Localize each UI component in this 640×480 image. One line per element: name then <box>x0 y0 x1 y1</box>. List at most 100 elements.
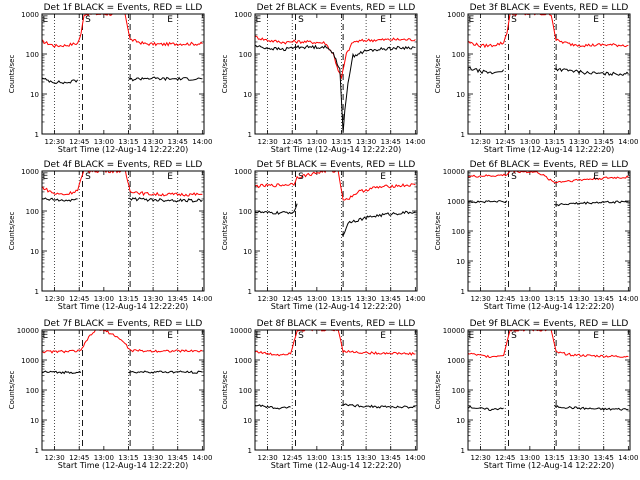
x-tick-label: 12:45 <box>282 138 302 146</box>
plot-frame <box>467 13 631 135</box>
detector-panel-9: Det 9f BLACK = Events, RED = LLD Counts/s… <box>434 319 638 470</box>
x-axis-label: Start Time (12-Aug-14 12:22:20) <box>58 145 189 154</box>
events-series-line <box>255 44 416 133</box>
interval-marker-e: E <box>468 331 474 341</box>
detector-panel-7: Det 7f BLACK = Events, RED = LLD Counts/s… <box>8 319 212 470</box>
detector-panel-1: Det 1f BLACK = Events, RED = LLD Counts/s… <box>8 3 212 154</box>
x-axis-label: Start Time (12-Aug-14 12:22:20) <box>271 302 402 311</box>
interval-marker-e: E <box>593 331 599 341</box>
x-axis-label: Start Time (12-Aug-14 12:22:20) <box>484 302 615 311</box>
events-series-line <box>42 197 203 203</box>
y-tick-label: 1000 <box>21 168 39 176</box>
x-tick-label: 13:30 <box>356 454 376 462</box>
panel-title: Det 7f BLACK = Events, RED = LLD <box>44 319 203 329</box>
x-tick-label: 12:30 <box>257 454 277 462</box>
panel-title: Det 9f BLACK = Events, RED = LLD <box>470 319 629 329</box>
x-tick-label: 12:45 <box>69 138 89 146</box>
y-tick-label: 100 <box>26 208 39 216</box>
interval-marker-s: S <box>85 172 91 182</box>
x-tick-label: 13:15 <box>331 138 351 146</box>
y-tick-label: 10000 <box>17 327 39 335</box>
y-tick-label: 100 <box>26 51 39 59</box>
y-axis-label: Counts/sec <box>221 212 229 251</box>
detector-panel-2: Det 2f BLACK = Events, RED = LLD Counts/s… <box>221 3 425 154</box>
x-tick-label: 13:30 <box>143 138 163 146</box>
x-tick-label: 12:45 <box>495 454 515 462</box>
x-tick-label: 12:30 <box>470 295 490 303</box>
x-tick-label: 13:00 <box>307 138 327 146</box>
events-series-line <box>255 403 416 410</box>
panel-title: Det 1f BLACK = Events, RED = LLD <box>44 3 203 13</box>
y-tick-label: 10 <box>456 91 465 99</box>
x-tick-label: 12:30 <box>44 138 64 146</box>
x-tick-label: 14:00 <box>192 454 212 462</box>
x-tick-label: 13:15 <box>118 454 138 462</box>
y-tick-label: 1 <box>248 447 252 455</box>
y-tick-label: 1 <box>35 131 39 139</box>
y-tick-label: 1000 <box>234 11 252 19</box>
x-tick-label: 13:15 <box>331 454 351 462</box>
x-tick-label: 13:30 <box>569 454 589 462</box>
x-tick-label: 13:45 <box>594 454 614 462</box>
interval-marker-e: E <box>167 331 173 341</box>
y-tick-label: 10 <box>30 248 39 256</box>
events-series-line <box>468 405 629 412</box>
panel-title: Det 4f BLACK = Events, RED = LLD <box>44 160 203 170</box>
x-tick-label: 13:30 <box>143 454 163 462</box>
interval-marker-s: S <box>298 331 304 341</box>
events-series-line <box>468 199 629 207</box>
lld-series-line <box>468 171 629 184</box>
y-axis-label: Counts/sec <box>434 371 442 410</box>
x-tick-label: 13:00 <box>307 295 327 303</box>
y-tick-label: 1000 <box>447 198 465 206</box>
y-tick-label: 10000 <box>443 168 465 176</box>
y-tick-label: 1 <box>35 288 39 296</box>
x-tick-label: 13:45 <box>168 454 188 462</box>
detector-panel-3: Det 3f BLACK = Events, RED = LLD Counts/s… <box>434 3 638 154</box>
x-tick-label: 13:15 <box>118 138 138 146</box>
panel-title: Det 6f BLACK = Events, RED = LLD <box>470 160 629 170</box>
panel-title: Det 5f BLACK = Events, RED = LLD <box>257 160 416 170</box>
x-tick-label: 12:30 <box>470 454 490 462</box>
y-tick-label: 100 <box>452 228 465 236</box>
y-tick-label: 100 <box>239 51 252 59</box>
x-tick-label: 14:00 <box>618 454 638 462</box>
x-tick-label: 13:30 <box>356 138 376 146</box>
x-tick-label: 13:30 <box>143 295 163 303</box>
lld-series-line <box>255 171 416 201</box>
plot-frame <box>41 329 205 451</box>
x-axis-label: Start Time (12-Aug-14 12:22:20) <box>271 461 402 470</box>
interval-marker-e: E <box>593 15 599 25</box>
y-axis-label: Counts/sec <box>8 55 16 94</box>
y-tick-label: 1000 <box>447 11 465 19</box>
x-tick-label: 13:45 <box>168 138 188 146</box>
x-tick-label: 12:45 <box>495 295 515 303</box>
detector-panel-5: Det 5f BLACK = Events, RED = LLD Counts/s… <box>221 160 425 311</box>
x-tick-label: 13:00 <box>94 454 114 462</box>
y-tick-label: 1000 <box>234 357 252 365</box>
events-series-line <box>42 370 203 375</box>
y-tick-label: 100 <box>452 51 465 59</box>
lld-series-line <box>468 14 629 49</box>
interval-marker-e: E <box>255 331 261 341</box>
x-tick-label: 13:15 <box>544 454 564 462</box>
interval-marker-e: E <box>380 172 386 182</box>
x-tick-label: 13:15 <box>331 295 351 303</box>
events-series-line <box>42 76 203 85</box>
plot-frame <box>41 170 205 292</box>
x-tick-label: 12:45 <box>282 454 302 462</box>
x-tick-label: 13:00 <box>520 138 540 146</box>
y-tick-label: 10000 <box>443 327 465 335</box>
events-series-line <box>468 66 629 77</box>
x-tick-label: 13:30 <box>356 295 376 303</box>
y-tick-label: 1000 <box>447 357 465 365</box>
x-tick-label: 13:45 <box>381 454 401 462</box>
x-axis-label: Start Time (12-Aug-14 12:22:20) <box>58 461 189 470</box>
x-tick-label: 13:00 <box>94 138 114 146</box>
y-tick-label: 10 <box>456 417 465 425</box>
interval-marker-s: S <box>511 172 517 182</box>
plot-frame <box>467 329 631 451</box>
interval-marker-e: E <box>380 331 386 341</box>
lld-series-line <box>255 330 416 357</box>
